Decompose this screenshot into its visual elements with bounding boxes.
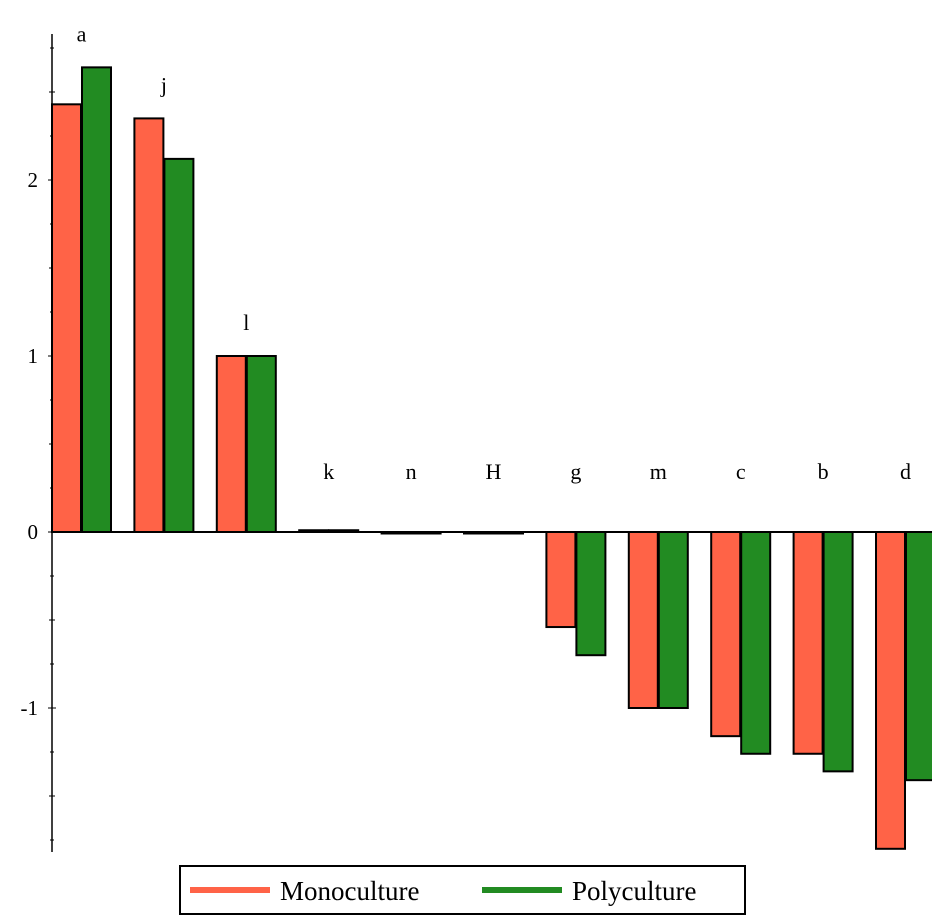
- bar-polyculture-k: [328, 529, 360, 533]
- bar-monoculture-g: [545, 531, 577, 629]
- bar-polyculture-b: [822, 531, 854, 773]
- category-label-l: l: [243, 310, 249, 335]
- category-label-d: d: [900, 459, 911, 484]
- y-tick-label: 0: [28, 520, 39, 544]
- category-label-g: g: [570, 459, 581, 484]
- category-label-n: n: [406, 459, 417, 484]
- bar-monoculture-m: [627, 531, 659, 709]
- category-label-c: c: [736, 459, 746, 484]
- legend-label-monoculture: Monoculture: [280, 876, 419, 906]
- bar-polyculture-a: [81, 66, 112, 534]
- bar-polyculture-l: [245, 355, 277, 533]
- legend: Monoculture Polyculture: [179, 865, 746, 915]
- bar-monoculture-H: [463, 531, 494, 535]
- legend-label-polyculture: Polyculture: [572, 876, 696, 906]
- bar-polyculture-j: [163, 157, 195, 533]
- bar-monoculture-l: [215, 355, 247, 533]
- category-label-k: k: [323, 459, 334, 484]
- bar-monoculture-d: [875, 531, 906, 850]
- bar-monoculture-a: [51, 103, 82, 533]
- bar-monoculture-n: [380, 531, 412, 535]
- bar-monoculture-k: [298, 529, 330, 533]
- bars: [51, 66, 932, 850]
- bar-polyculture-m: [657, 531, 689, 709]
- bar-polyculture-d: [905, 531, 932, 782]
- category-label-H: H: [486, 459, 502, 484]
- category-label-m: m: [650, 459, 667, 484]
- bar-monoculture-b: [792, 531, 824, 755]
- bar-polyculture-n: [410, 531, 442, 535]
- y-tick-label: 1: [28, 344, 39, 368]
- category-label-b: b: [818, 459, 829, 484]
- bar-polyculture-H: [493, 531, 524, 535]
- bar-polyculture-g: [575, 531, 607, 657]
- category-label-j: j: [160, 72, 167, 97]
- bar-monoculture-c: [710, 531, 742, 738]
- bar-polyculture-c: [740, 531, 772, 755]
- y-tick-label: -1: [21, 696, 39, 720]
- bar-monoculture-j: [133, 117, 165, 534]
- legend-box: [179, 865, 746, 915]
- category-label-a: a: [77, 21, 87, 46]
- y-tick-label: 2: [28, 168, 39, 192]
